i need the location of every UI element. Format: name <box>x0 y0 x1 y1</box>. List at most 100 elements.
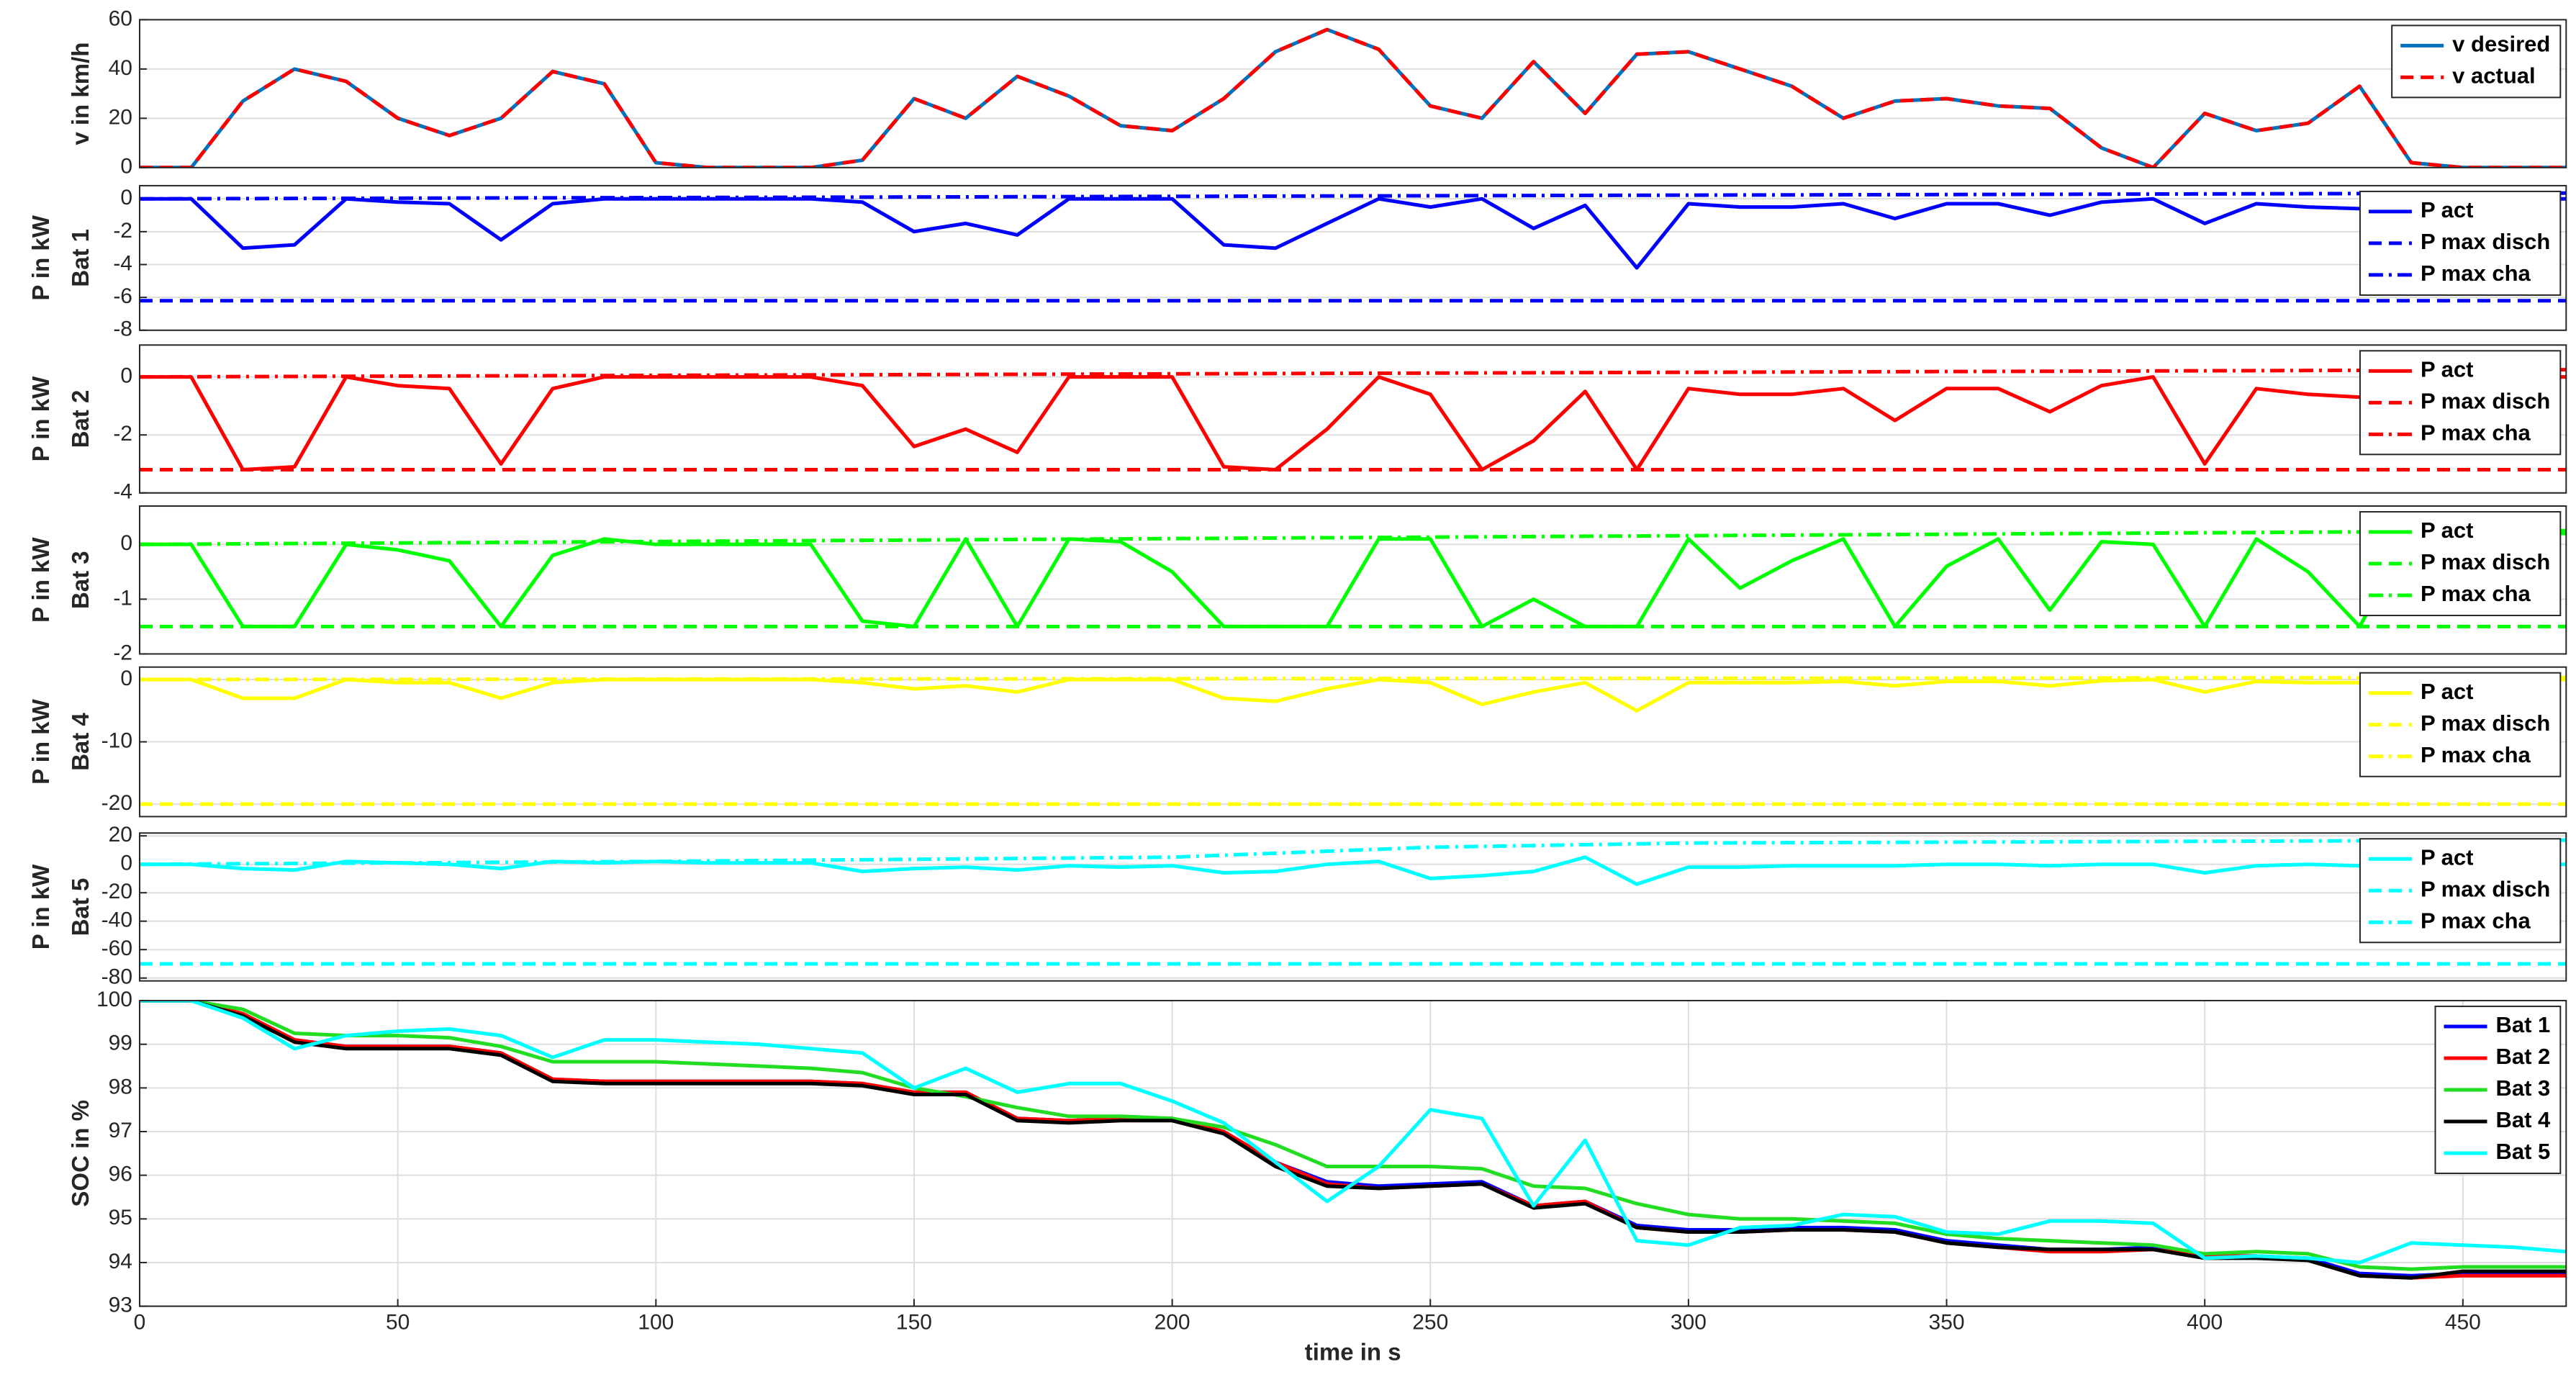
y-tick-label: -40 <box>101 908 132 932</box>
y-tick-label: -2 <box>113 422 132 446</box>
axes-box <box>139 1000 2567 1307</box>
y-tick-label: 96 <box>109 1163 132 1186</box>
series-line <box>140 528 2567 546</box>
x-axis-label: time in s <box>1305 1338 1401 1365</box>
y-tick-label: -2 <box>113 219 132 243</box>
y-tick-label: 94 <box>109 1250 132 1273</box>
legend: P act P max disch P max cha <box>2359 838 2562 944</box>
legend-label: Bat 2 <box>2495 1044 2550 1069</box>
axes-box <box>139 505 2567 655</box>
legend-label: Bat 1 <box>2495 1012 2550 1037</box>
y-tick-label: 0 <box>120 364 132 388</box>
series-line <box>140 1001 2567 1265</box>
series-line <box>140 375 2567 471</box>
y-tick-label: -60 <box>101 937 132 960</box>
y-tick-label: -4 <box>113 480 132 504</box>
y-tick-label: -6 <box>113 284 132 308</box>
legend-box <box>2391 24 2562 99</box>
axes-box <box>139 344 2567 494</box>
y-tick-label: 60 <box>109 6 132 30</box>
y-axis-label: Bat 3 <box>67 551 94 609</box>
legend-label: v actual <box>2452 63 2535 89</box>
legend-label: P act <box>2421 197 2474 222</box>
axes-box <box>139 184 2567 331</box>
y-tick-label: 0 <box>120 852 132 875</box>
y-tick-label: -8 <box>113 317 132 341</box>
y-tick-label: 0 <box>120 531 132 555</box>
x-tick-label: 350 <box>1929 1311 1965 1335</box>
legend-box <box>2434 1006 2562 1175</box>
series-line <box>140 1001 2567 1280</box>
legend-label: P max disch <box>2421 229 2550 254</box>
series-line <box>140 1001 2567 1271</box>
legend-label: P act <box>2421 357 2474 382</box>
axes-box <box>139 832 2567 982</box>
y-tick-label: -1 <box>113 586 132 610</box>
legend: P act P max disch P max cha <box>2359 350 2562 456</box>
legend-label: Bat 5 <box>2495 1139 2550 1164</box>
x-tick-label: 100 <box>638 1311 674 1335</box>
y-axis-label: P in kW <box>27 698 54 784</box>
series-line <box>140 197 2567 270</box>
y-tick-label: 97 <box>109 1119 132 1142</box>
series-line <box>140 191 2567 201</box>
x-tick-label: 400 <box>2187 1311 2223 1335</box>
y-axis-label: P in kW <box>27 215 54 300</box>
y-tick-label: 95 <box>109 1206 132 1229</box>
series-line <box>140 677 2567 713</box>
legend: v desired v actual <box>2391 24 2562 99</box>
y-tick-label: 20 <box>109 823 132 847</box>
y-tick-label: -2 <box>113 641 132 664</box>
legend-label: P max cha <box>2421 261 2531 286</box>
x-tick-label: 0 <box>134 1311 146 1335</box>
plot-area <box>140 19 2567 168</box>
x-tick-label: 50 <box>386 1311 410 1335</box>
y-axis-label: P in kW <box>27 864 54 949</box>
x-tick-label: 200 <box>1154 1311 1190 1335</box>
legend-label: P max disch <box>2421 549 2550 574</box>
y-tick-label: 98 <box>109 1075 132 1098</box>
y-axis-label: SOC in % <box>67 1100 94 1207</box>
y-axis-label: P in kW <box>27 376 54 461</box>
y-tick-label: -80 <box>101 965 132 989</box>
y-axis-label: Bat 4 <box>67 713 94 771</box>
legend-label: P max cha <box>2421 420 2531 446</box>
legend-label: P max disch <box>2421 710 2550 736</box>
plot-area <box>140 833 2567 981</box>
y-tick-label: 40 <box>109 56 132 80</box>
legend: P act P max disch P max cha <box>2359 672 2562 777</box>
y-tick-label: 0 <box>120 667 132 690</box>
axes-box <box>139 666 2567 818</box>
series-line <box>140 531 2567 628</box>
legend-label: Bat 3 <box>2495 1075 2550 1101</box>
x-tick-label: 450 <box>2445 1311 2481 1335</box>
y-axis-label: v in km/h <box>67 42 94 145</box>
legend-label: P act <box>2421 844 2474 870</box>
legend-label: P act <box>2421 518 2474 543</box>
y-tick-label: -20 <box>101 880 132 903</box>
legend-label: P max cha <box>2421 581 2531 606</box>
y-axis-label: Bat 2 <box>67 390 94 448</box>
legend: Bat 1 Bat 2 Bat 3 Bat 4 Bat 5 <box>2434 1006 2562 1175</box>
plot-area <box>140 185 2567 330</box>
y-tick-label: -4 <box>113 251 132 275</box>
legend: P act P max disch P max cha <box>2359 190 2562 296</box>
legend-label: P max cha <box>2421 742 2531 767</box>
series-line <box>140 675 2567 682</box>
y-tick-label: 100 <box>96 988 132 1011</box>
series-line <box>140 368 2567 379</box>
y-tick-label: 93 <box>109 1294 132 1317</box>
x-tick-label: 150 <box>896 1311 932 1335</box>
y-tick-label: -20 <box>101 791 132 815</box>
legend-label: P act <box>2421 679 2474 704</box>
legend-label: P max disch <box>2421 876 2550 901</box>
series-line <box>140 838 2567 867</box>
y-axis-label: P in kW <box>27 537 54 623</box>
series-line <box>140 27 2567 168</box>
y-axis-label: Bat 1 <box>67 229 94 287</box>
y-axis-label: Bat 5 <box>67 878 94 937</box>
y-tick-label: 0 <box>120 186 132 209</box>
plot-area <box>140 1001 2567 1306</box>
